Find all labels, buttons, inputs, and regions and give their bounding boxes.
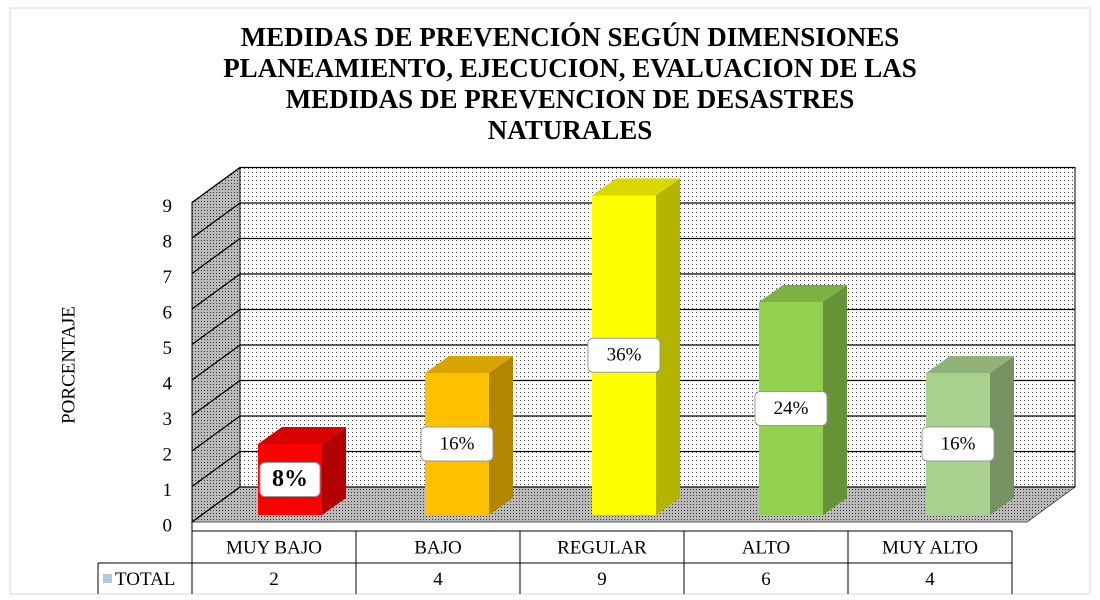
y-tick-label: 5	[163, 338, 173, 359]
y-tick-label: 7	[163, 267, 173, 288]
bar-top	[759, 285, 847, 302]
data-label-box	[420, 426, 494, 462]
y-tick-label: 9	[163, 196, 173, 217]
data-label-box	[259, 462, 321, 497]
data-label: 16%	[440, 433, 475, 454]
y-tick-label: 8	[163, 231, 173, 252]
chart-title: PLANEAMIENTO, EJECUCION, EVALUACION DE L…	[223, 53, 917, 83]
table-value: 2	[269, 569, 279, 590]
table-value: 4	[925, 569, 935, 590]
data-label: 36%	[607, 345, 642, 366]
grid-line	[191, 237, 1075, 275]
table-value: 4	[433, 569, 443, 590]
y-tick-label: 6	[163, 302, 173, 323]
bar-top	[258, 427, 346, 444]
grid-line	[191, 166, 1075, 204]
data-label: 24%	[774, 398, 809, 419]
legend-key	[103, 574, 112, 583]
x-tick-label: REGULAR	[557, 537, 647, 558]
y-tick-label: 1	[163, 480, 173, 501]
bar-top	[592, 178, 680, 196]
bar-side	[656, 178, 680, 515]
legend-label: TOTAL	[115, 569, 175, 590]
y-tick-label: 4	[163, 373, 173, 394]
bar-top	[425, 356, 513, 373]
bar-side	[990, 356, 1014, 515]
x-tick-label: MUY BAJO	[226, 537, 322, 558]
grid-line	[191, 202, 1075, 239]
data-label-box	[921, 426, 995, 462]
data-label: 16%	[941, 433, 976, 454]
bar-side	[489, 356, 513, 515]
chart-title: NATURALES	[488, 115, 653, 145]
chart-title: MEDIDAS DE PREVENCIÓN SEGÚN DIMENSIONES	[241, 22, 900, 52]
bar-top	[926, 356, 1014, 373]
x-tick-label: MUY ALTO	[882, 537, 978, 558]
table-value: 6	[761, 569, 771, 590]
chart-title: MEDIDAS DE PREVENCION DE DESASTRES	[286, 84, 855, 114]
grid-line	[191, 273, 1075, 310]
bar-side	[823, 285, 847, 515]
x-tick-label: BAJO	[414, 537, 462, 558]
y-tick-label: 2	[163, 444, 173, 465]
y-tick-label: 0	[163, 515, 173, 536]
bar-side	[322, 427, 346, 515]
data-label: 8%	[272, 466, 308, 492]
y-tick-label: 3	[163, 409, 173, 430]
data-label-box	[754, 391, 828, 426]
data-label-box	[587, 337, 661, 373]
y-axis-label: PORCENTAJE	[58, 306, 79, 424]
x-tick-label: ALTO	[742, 537, 791, 558]
table-value: 9	[597, 569, 607, 590]
